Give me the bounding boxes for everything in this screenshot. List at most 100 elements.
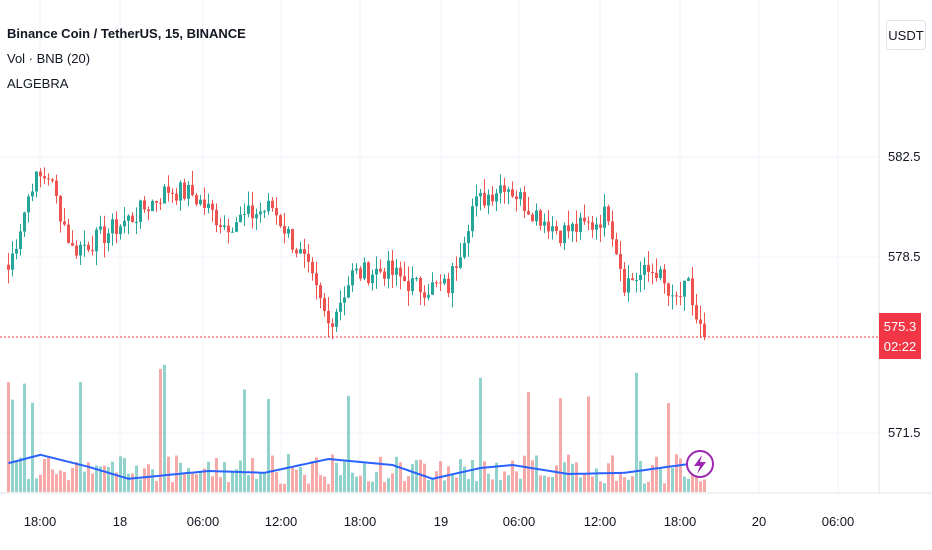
candle-body (15, 248, 18, 254)
volume-bar (31, 402, 34, 492)
candle-body (531, 214, 534, 222)
volume-bar (495, 462, 498, 492)
candle-body (299, 249, 302, 254)
volume-bar (51, 469, 54, 492)
currency-button[interactable]: USDT (886, 20, 926, 50)
candle-body (63, 221, 66, 225)
candle-body (403, 276, 406, 282)
candle-body (647, 265, 650, 272)
candle-body (247, 205, 250, 214)
volume-bar (687, 478, 690, 492)
candle-body (307, 253, 310, 262)
symbol-title[interactable]: Binance Coin / TetherUS, 15, BINANCE (7, 26, 246, 41)
volume-bar (671, 467, 674, 492)
volume-bar (151, 469, 154, 492)
volume-bar (631, 476, 634, 492)
candle-body (623, 268, 626, 293)
volume-bar (223, 462, 226, 492)
volume-bar (415, 460, 418, 492)
volume-bar (119, 456, 122, 492)
volume-bar (379, 456, 382, 492)
volume-bar (143, 468, 146, 492)
volume-bar (591, 476, 594, 492)
volume-bar (507, 475, 510, 492)
volume-bar (411, 464, 414, 492)
volume-bar (367, 481, 370, 492)
candle-body (135, 221, 138, 223)
candle-body (167, 186, 170, 193)
candle-body (415, 278, 418, 280)
volume-bar (275, 472, 278, 492)
candle-body (411, 278, 414, 292)
volume-bar (375, 471, 378, 492)
candle-body (435, 282, 438, 284)
candle-body (547, 221, 550, 232)
candle-body (187, 185, 190, 199)
candle-body (35, 171, 38, 192)
candle-body (463, 243, 466, 258)
candle-body (447, 278, 450, 294)
volume-bar (15, 461, 18, 492)
candle-body (535, 210, 538, 222)
candle-body (227, 225, 230, 233)
volume-bar (199, 471, 202, 492)
volume-bar (295, 469, 298, 492)
volume-bar (11, 399, 14, 492)
candle-body (191, 185, 194, 196)
candle-body (471, 206, 474, 232)
candle-body (267, 200, 270, 212)
volume-bar (551, 476, 554, 492)
candle-body (115, 219, 118, 234)
candle-body (335, 311, 338, 327)
candle-body (59, 195, 62, 222)
volume-bar (343, 461, 346, 492)
candle-body (75, 245, 78, 256)
volume-bar (503, 471, 506, 492)
lightning-icon[interactable] (686, 450, 714, 478)
candle-body (659, 269, 662, 279)
candle-body (287, 229, 290, 234)
volume-bar (19, 457, 22, 492)
volume-bar (619, 472, 622, 492)
time-tick: 18 (112, 514, 128, 529)
volume-bar (659, 468, 662, 492)
volume-bar (587, 396, 590, 492)
volume-bar (371, 481, 374, 492)
volume-legend[interactable]: Vol · BNB (20) (7, 51, 91, 66)
candles (7, 167, 706, 341)
volume-bar (547, 476, 550, 492)
volume-bar (291, 467, 294, 492)
candle-body (71, 242, 74, 246)
candle-body (47, 178, 50, 180)
candle-body (367, 262, 370, 284)
indicator-legend[interactable]: ALGEBRA (7, 76, 69, 91)
volume-ma-line (8, 453, 705, 480)
candle-body (279, 215, 282, 227)
candle-body (175, 193, 178, 201)
volume-bar (511, 460, 514, 492)
candle-body (27, 196, 30, 213)
volume-bar (263, 472, 266, 492)
candle-body (215, 209, 218, 226)
candle-body (599, 224, 602, 228)
volume-bar (139, 479, 142, 492)
candle-body (211, 203, 214, 210)
candle-body (395, 267, 398, 275)
volume-bar (351, 472, 354, 492)
time-tick: 12:00 (583, 514, 617, 529)
candle-body (259, 211, 262, 215)
volume-bar (667, 403, 670, 492)
candle-body (331, 323, 334, 327)
candle-body (559, 230, 562, 244)
candle-body (207, 203, 210, 208)
candle-body (91, 250, 94, 252)
candle-body (543, 221, 546, 226)
volume-bar (703, 479, 706, 492)
volume-bar (219, 477, 222, 492)
candle-body (663, 269, 666, 284)
volume-bar (539, 475, 542, 492)
volume-bar (279, 483, 282, 492)
candle-body (455, 266, 458, 268)
volume-bar (303, 474, 306, 492)
